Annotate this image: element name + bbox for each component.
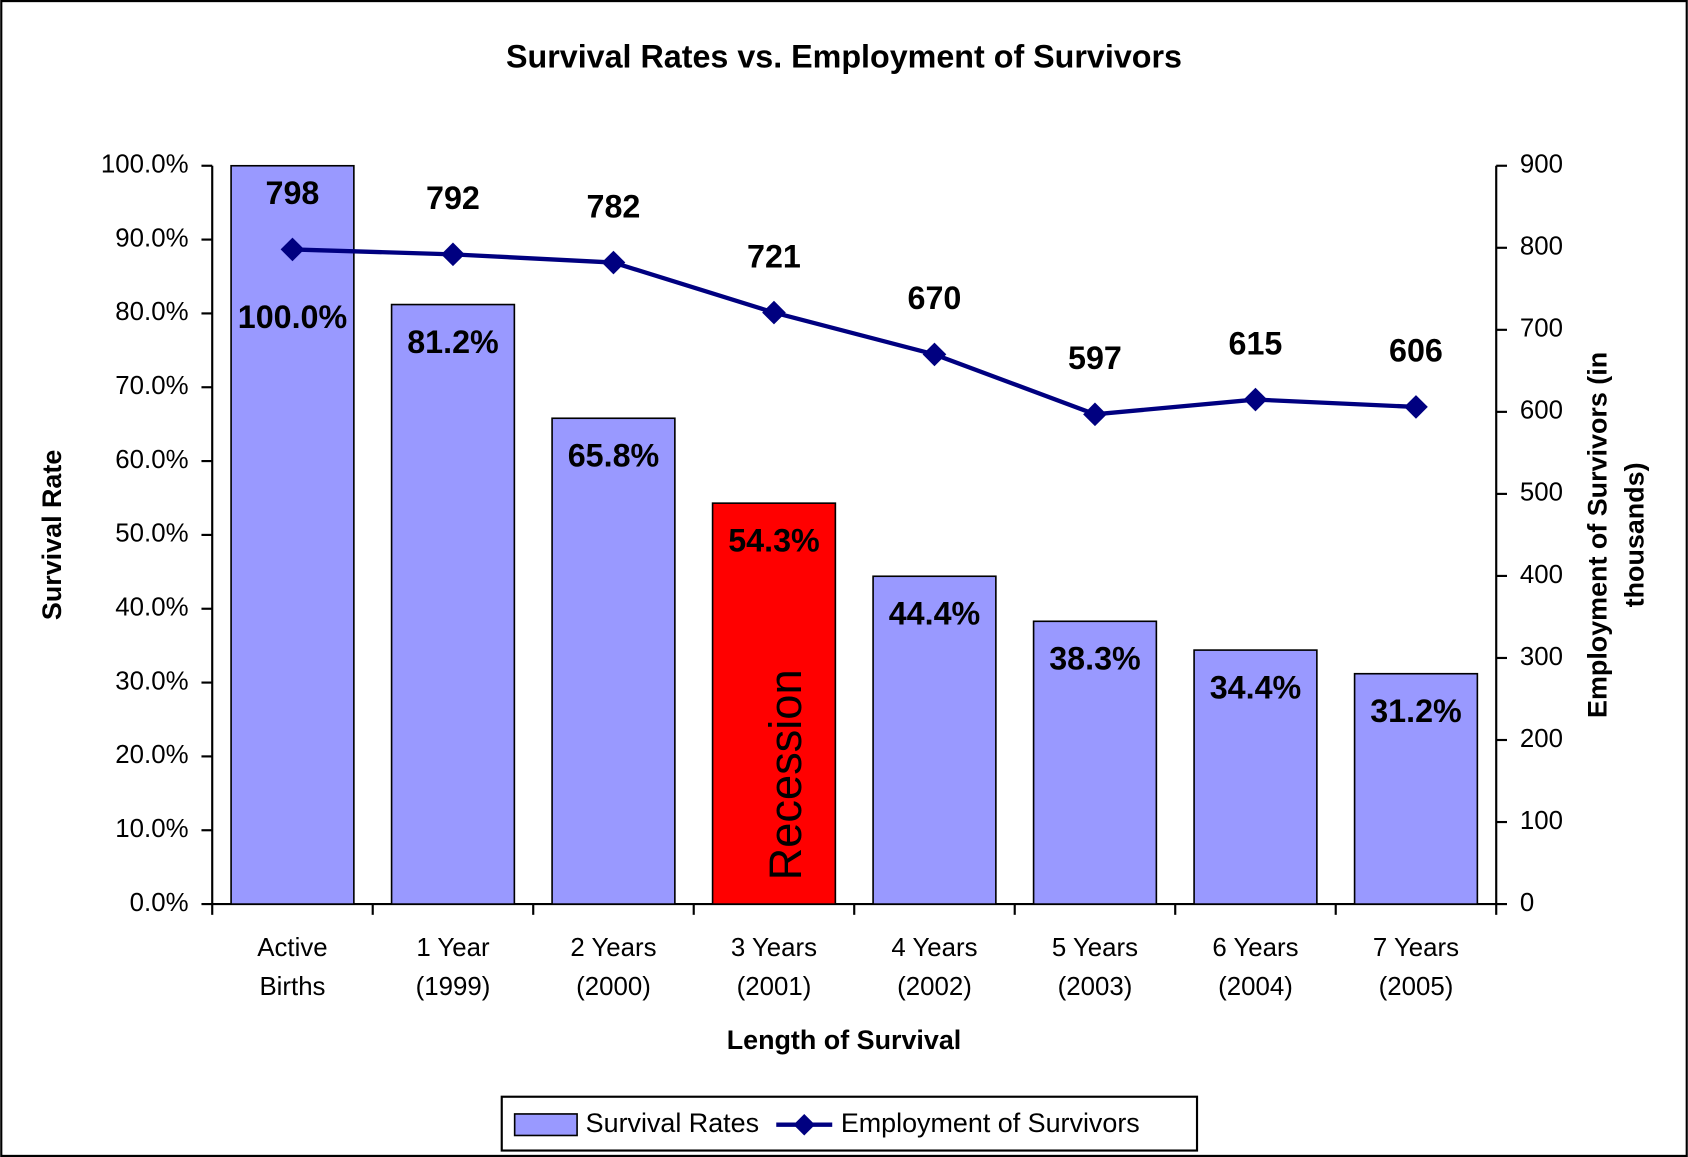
y-tick-label: 20.0% — [115, 741, 188, 769]
line-value-label: 615 — [1229, 325, 1283, 361]
y2-tick-label: 0 — [1520, 889, 1534, 917]
legend-label: Employment of Survivors — [841, 1108, 1140, 1138]
bar-value-label: 100.0% — [238, 299, 347, 335]
bar-value-label: 65.8% — [568, 438, 660, 474]
line-value-label: 670 — [908, 280, 962, 316]
line-value-label: 721 — [747, 238, 801, 274]
y2-tick-label: 100 — [1520, 807, 1563, 835]
x-tick-label: (2000) — [576, 973, 651, 1001]
line-value-label: 798 — [266, 175, 320, 211]
line-marker — [1083, 402, 1107, 427]
y2-tick-label: 600 — [1520, 397, 1563, 425]
y2-tick-label: 500 — [1520, 479, 1563, 507]
x-tick-label: 7 Years — [1373, 934, 1459, 962]
y-tick-label: 100.0% — [101, 151, 189, 179]
bar — [1193, 649, 1318, 905]
y-tick-label: 70.0% — [115, 372, 188, 400]
line-marker — [1404, 395, 1428, 419]
line-marker — [1243, 387, 1268, 412]
bar-value-label: 38.3% — [1049, 641, 1141, 677]
line-value-label: 792 — [426, 180, 480, 216]
legend-label: Survival Rates — [586, 1108, 759, 1138]
bar-value-label: 44.4% — [889, 596, 981, 632]
bar-value-label: 34.4% — [1210, 669, 1302, 705]
x-axis-label: Length of Survival — [727, 1025, 962, 1055]
line — [292, 247, 1417, 417]
x-tick-label: 3 Years — [731, 934, 817, 962]
y2-tick-label: 400 — [1520, 561, 1563, 589]
y2-tick-label: 300 — [1520, 643, 1563, 671]
x-tick-label: (1999) — [416, 973, 491, 1001]
y2-tick-label: 700 — [1520, 315, 1563, 343]
bar — [872, 575, 997, 905]
x-tick-label: (2005) — [1379, 973, 1454, 1001]
legend-swatch — [793, 1113, 816, 1136]
y-tick-label: 80.0% — [115, 298, 188, 326]
x-tick-label: Births — [259, 973, 325, 1001]
line-value-label: 597 — [1068, 340, 1122, 376]
bar — [390, 303, 516, 905]
bar — [1032, 620, 1158, 905]
bar-value-label: 31.2% — [1370, 693, 1462, 729]
line-value-label: 782 — [587, 188, 641, 224]
x-tick-label: 5 Years — [1052, 934, 1138, 962]
x-tick-label: 2 Years — [570, 934, 656, 962]
line-marker — [922, 342, 947, 367]
x-tick-label: 4 Years — [891, 934, 977, 962]
x-tick-label: 1 Year — [416, 934, 490, 962]
line-value-label: 606 — [1389, 333, 1443, 369]
y-tick-label: 0.0% — [130, 889, 189, 917]
x-tick-label: (2003) — [1058, 973, 1133, 1001]
x-tick-label: 6 Years — [1212, 934, 1298, 962]
bar — [711, 502, 837, 905]
legend-box — [500, 1095, 1199, 1152]
y-tick-label: 30.0% — [115, 667, 188, 695]
bar-value-label: 81.2% — [407, 324, 499, 360]
y2-axis-label: Employment of Survivors (in — [1583, 352, 1613, 718]
x-tick-label: (2002) — [897, 973, 972, 1001]
legend-swatch — [513, 1113, 578, 1137]
bar-value-label: 54.3% — [728, 523, 820, 559]
chart-title: Survival Rates vs. Employment of Survivo… — [506, 39, 1182, 75]
bar — [230, 164, 355, 905]
x-tick-label: (2001) — [737, 973, 812, 1001]
y-axis-label: Survival Rate — [37, 450, 67, 620]
annotation: Recession — [760, 669, 811, 880]
y2-axis-label: thousands) — [1619, 462, 1649, 607]
y-tick-label: 10.0% — [115, 815, 188, 843]
y-tick-label: 60.0% — [115, 446, 188, 474]
x-tick-label: (2004) — [1218, 973, 1293, 1001]
y2-tick-label: 900 — [1520, 151, 1563, 179]
y-tick-label: 50.0% — [115, 520, 188, 548]
y2-tick-label: 200 — [1520, 725, 1563, 753]
y-tick-label: 90.0% — [115, 224, 188, 252]
bar — [551, 417, 676, 905]
y-tick-label: 40.0% — [115, 594, 188, 622]
x-tick-label: Active — [257, 934, 327, 962]
y2-tick-label: 800 — [1520, 233, 1563, 261]
bar — [1353, 672, 1479, 905]
